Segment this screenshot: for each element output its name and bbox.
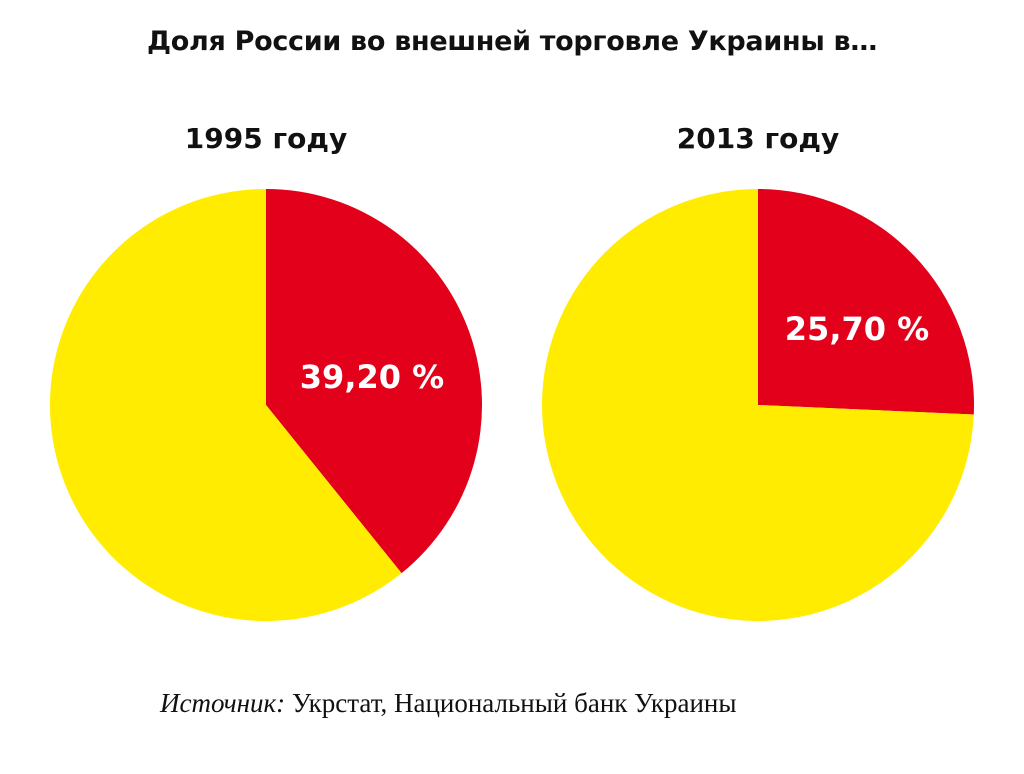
slice-label-2013: 25,70 % (785, 310, 929, 348)
pie-slice-2013-russia (758, 189, 974, 415)
pie-slice-1995-other (50, 189, 402, 621)
source-prefix: Источник: (160, 688, 286, 718)
pie-slices-1995 (50, 189, 483, 621)
pie-slice-2013-other (541, 189, 974, 622)
pie-chart-2013: 2013 году 25,70 % (541, 122, 974, 622)
source-note: Источник: Укрстат, Национальный банк Укр… (160, 688, 737, 719)
pie-subtitle-1995: 1995 году (185, 122, 347, 155)
pie-subtitle-2013: 2013 году (677, 122, 839, 155)
pie-chart-1995: 1995 году 39,20 % (50, 122, 483, 621)
pie-slices-2013 (541, 189, 974, 622)
source-text: Укрстат, Национальный банк Украины (285, 688, 737, 718)
slice-label-1995: 39,20 % (300, 358, 444, 396)
chart-title: Доля России во внешней торговле Украины … (146, 26, 878, 57)
pie-slice-1995-russia (266, 189, 483, 574)
